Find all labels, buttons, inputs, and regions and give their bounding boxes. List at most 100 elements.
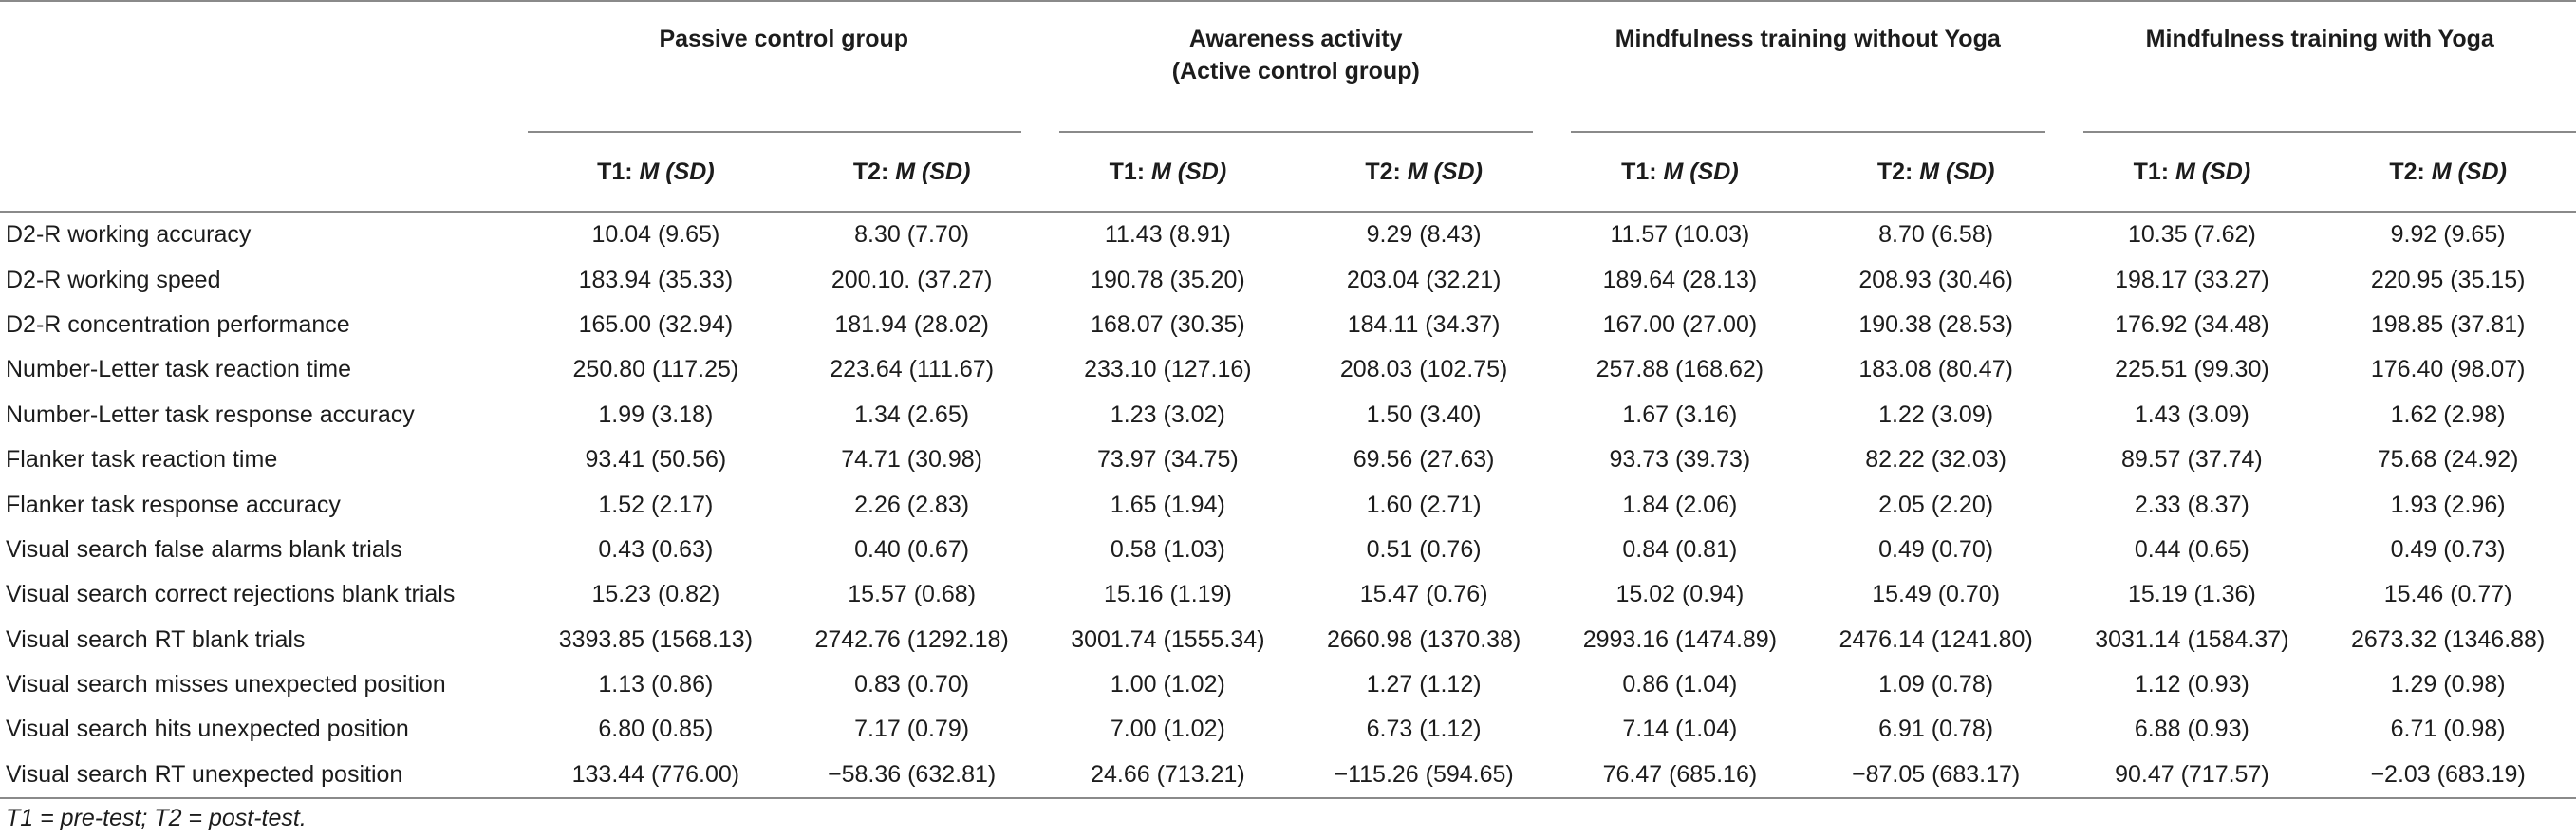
value-cell: 165.00 (32.94): [578, 310, 734, 338]
value-cell: 76.47 (685.16): [1552, 752, 1808, 800]
value-cell: 184.11 (34.37): [1347, 310, 1501, 338]
value-cell: 1.12 (0.93): [2134, 671, 2249, 698]
value-cell: 74.71 (30.98): [841, 446, 982, 474]
group-header-awareness-activity: Awareness activity (Active control group…: [1040, 2, 1553, 133]
value-cell: 2742.76 (1292.18): [814, 625, 1009, 653]
table-row: Visual search correct rejections blank t…: [0, 572, 2576, 617]
subheader-row: T1: M (SD) T2: M (SD) T1: M (SD) T2: M (SD)…: [0, 133, 2576, 213]
value-cell: 1.65 (1.94): [1110, 491, 1225, 518]
subheader-cell: T1: M (SD): [1552, 133, 1808, 213]
value-cell: 208.03 (102.75): [1339, 356, 1508, 383]
value-cell: 3393.85 (1568.13): [558, 625, 754, 653]
subheader-cell: T2: M (SD): [1296, 133, 1552, 213]
table-footnote: T1 = pre-test; T2 = post-test.: [6, 805, 307, 831]
value-cell: 190.38 (28.53): [1858, 310, 2013, 338]
row-label: Visual search misses unexpected position: [6, 671, 446, 698]
value-cell: 168.07 (30.35): [1091, 310, 1245, 338]
value-cell: 1.60 (2.71): [1366, 491, 1482, 518]
value-cell: 0.49 (0.73): [2390, 535, 2506, 563]
value-cell: 15.16 (1.19): [1103, 581, 1232, 608]
value-cell: 1.67 (3.16): [1622, 400, 1738, 428]
row-label: Visual search RT blank trials: [6, 625, 306, 653]
group-header-mindfulness-without-yoga: Mindfulness training without Yoga: [1552, 2, 2064, 133]
value-cell: 2673.32 (1346.88): [2350, 625, 2546, 653]
group-header-passive-control: Passive control group: [528, 2, 1040, 133]
value-cell: 198.85 (37.81): [2370, 310, 2526, 338]
value-cell: 220.95 (35.15): [2370, 266, 2526, 293]
value-cell: 15.46 (0.77): [2383, 581, 2512, 608]
value-cell: 1.50 (3.40): [1366, 400, 1482, 428]
value-cell: 11.57 (10.03): [1610, 221, 1750, 249]
value-cell: −115.26 (594.65): [1296, 752, 1552, 800]
value-cell: 181.94 (28.02): [834, 310, 989, 338]
value-cell: 167.00 (27.00): [1602, 310, 1758, 338]
value-cell: 1.22 (3.09): [1878, 400, 1994, 428]
value-cell: 6.71 (0.98): [2390, 716, 2506, 743]
subheader-corner: [0, 133, 528, 213]
value-cell: 11.43 (8.91): [1104, 221, 1231, 249]
value-cell: 8.30 (7.70): [854, 221, 970, 249]
subheader-cell: T2: M (SD): [2320, 133, 2576, 213]
value-cell: 190.78 (35.20): [1091, 266, 1245, 293]
value-cell: 7.17 (0.79): [854, 716, 970, 743]
value-cell: 73.97 (34.75): [1097, 446, 1239, 474]
row-label: Visual search false alarms blank trials: [6, 535, 402, 563]
value-cell: 93.73 (39.73): [1609, 446, 1751, 474]
value-cell: 0.49 (0.70): [1878, 535, 1994, 563]
value-cell: 0.84 (0.81): [1622, 535, 1738, 563]
value-cell: 6.80 (0.85): [598, 716, 714, 743]
row-label: Number-Letter task reaction time: [6, 356, 352, 383]
row-label: D2-R concentration performance: [6, 310, 350, 338]
value-cell: 10.35 (7.62): [2127, 221, 2256, 249]
value-cell: 24.66 (713.21): [1039, 752, 1297, 800]
value-cell: 8.70 (6.58): [1878, 221, 1994, 249]
row-label: D2-R working speed: [6, 266, 221, 293]
group-header-mindfulness-with-yoga: Mindfulness training with Yoga: [2064, 2, 2576, 133]
value-cell: 176.92 (34.48): [2115, 310, 2269, 338]
value-cell: 1.09 (0.78): [1878, 671, 1994, 698]
table-row: Visual search RT blank trials 3393.85 (15…: [0, 618, 2576, 662]
row-label: Number-Letter task response accuracy: [6, 400, 415, 428]
subheader-cell: T1: M (SD): [1039, 133, 1297, 213]
value-cell: 2.26 (2.83): [854, 491, 970, 518]
value-cell: 15.57 (0.68): [848, 581, 977, 608]
value-cell: 1.29 (0.98): [2390, 671, 2506, 698]
value-cell: 2660.98 (1370.38): [1326, 625, 1521, 653]
value-cell: 1.00 (1.02): [1110, 671, 1225, 698]
value-cell: 75.68 (24.92): [2377, 446, 2519, 474]
results-table: Passive control group Awareness activity…: [0, 0, 2576, 800]
value-cell: 183.08 (80.47): [1858, 356, 2013, 383]
value-cell: 1.93 (2.96): [2390, 491, 2506, 518]
table-row: Flanker task response accuracy 1.52 (2.17…: [0, 482, 2576, 527]
row-label: Visual search hits unexpected position: [6, 716, 409, 743]
value-cell: −2.03 (683.19): [2320, 752, 2576, 800]
value-cell: −58.36 (632.81): [783, 752, 1040, 800]
value-cell: 233.10 (127.16): [1084, 356, 1252, 383]
row-label: Visual search RT unexpected position: [0, 752, 528, 800]
value-cell: 93.41 (50.56): [585, 446, 727, 474]
value-cell: 257.88 (168.62): [1596, 356, 1764, 383]
group-header-row: Passive control group Awareness activity…: [0, 2, 2576, 133]
value-cell: 176.40 (98.07): [2370, 356, 2526, 383]
value-cell: 1.43 (3.09): [2134, 400, 2249, 428]
value-cell: 15.47 (0.76): [1359, 581, 1488, 608]
value-cell: 250.80 (117.25): [572, 356, 739, 383]
subheader-cell: T1: M (SD): [528, 133, 784, 213]
value-cell: 3001.74 (1555.34): [1071, 625, 1265, 653]
value-cell: 82.22 (32.03): [1865, 446, 2007, 474]
value-cell: 225.51 (99.30): [2115, 356, 2269, 383]
table-row: Visual search misses unexpected position…: [0, 662, 2576, 707]
value-cell: 90.47 (717.57): [2063, 752, 2321, 800]
value-cell: 7.14 (1.04): [1622, 716, 1738, 743]
table-row: D2-R concentration performance 165.00 (32…: [0, 303, 2576, 347]
value-cell: 0.43 (0.63): [598, 535, 714, 563]
value-cell: 2476.14 (1241.80): [1839, 625, 2033, 653]
corner-cell: [0, 2, 528, 133]
value-cell: 1.62 (2.98): [2390, 400, 2506, 428]
value-cell: 9.92 (9.65): [2390, 221, 2506, 249]
value-cell: 6.73 (1.12): [1366, 716, 1482, 743]
row-label: Flanker task reaction time: [6, 446, 278, 474]
table-row: D2-R working accuracy 10.04 (9.65) 8.30 (7…: [0, 212, 2576, 257]
value-cell: 2.05 (2.20): [1878, 491, 1994, 518]
